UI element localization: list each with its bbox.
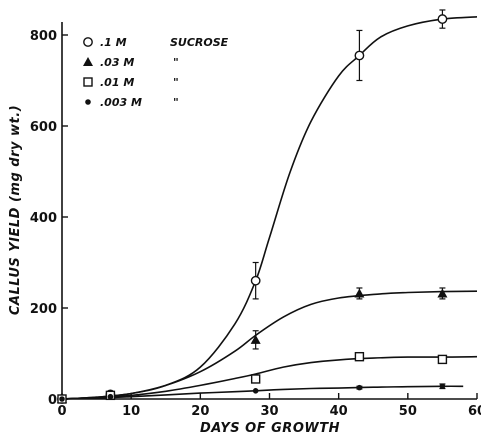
x-tick-label: 10 (122, 404, 140, 419)
data-point-marker (252, 388, 259, 394)
series-curve (61, 385, 464, 400)
data-point-marker (354, 50, 365, 61)
data-point-marker (437, 354, 448, 365)
x-tick-label: 40 (330, 404, 348, 419)
y-tick-label: 200 (30, 302, 57, 317)
y-axis-title: CALLUS YIELD (mg dry wt.) (8, 105, 23, 315)
series-curve (61, 290, 478, 400)
legend-unit: SUCROSE (170, 36, 229, 49)
data-point-marker (354, 288, 365, 298)
legend-ditto-mark: " (173, 56, 179, 69)
legend-marker (83, 77, 93, 87)
legend-label: .01 M (100, 76, 134, 89)
tick-group: 01020304050600200400600800 (30, 29, 481, 419)
x-axis-title: DAYS OF GROWTH (200, 421, 340, 436)
data-point-marker (250, 374, 261, 384)
data-point-marker (250, 275, 261, 286)
x-tick-label: 50 (399, 404, 417, 419)
x-tick-label: 20 (191, 404, 209, 419)
legend: .1 M SUCROSE .03 M " .01 M " .003 M " (83, 36, 229, 109)
y-tick-label: 600 (30, 120, 57, 135)
marker-group (57, 9, 448, 404)
data-point-marker (437, 288, 448, 298)
y-tick-label: 800 (30, 29, 57, 44)
legend-ditto-mark: " (173, 76, 179, 89)
y-tick-label: 0 (48, 393, 57, 408)
series-curve (61, 355, 478, 400)
data-point-marker (59, 396, 65, 402)
data-point-marker (107, 393, 114, 400)
x-tick-label: 60 (468, 404, 481, 419)
curve-group (61, 16, 478, 400)
legend-marker (83, 57, 93, 66)
legend-marker (83, 37, 93, 47)
legend-label: .1 M (100, 36, 127, 49)
series-curve (61, 16, 478, 400)
y-tick-label: 400 (30, 211, 57, 226)
data-point-marker (354, 351, 365, 362)
x-tick-label: 30 (260, 404, 278, 419)
legend-ditto-mark: " (173, 96, 179, 109)
data-point-marker (356, 384, 363, 391)
data-point-marker (437, 14, 448, 24)
legend-label: .003 M (100, 96, 142, 109)
data-point-marker (250, 334, 261, 344)
legend-label: .03 M (100, 56, 134, 69)
x-tick-label: 0 (57, 404, 66, 419)
legend-marker (85, 99, 91, 105)
data-point-marker (439, 383, 446, 390)
